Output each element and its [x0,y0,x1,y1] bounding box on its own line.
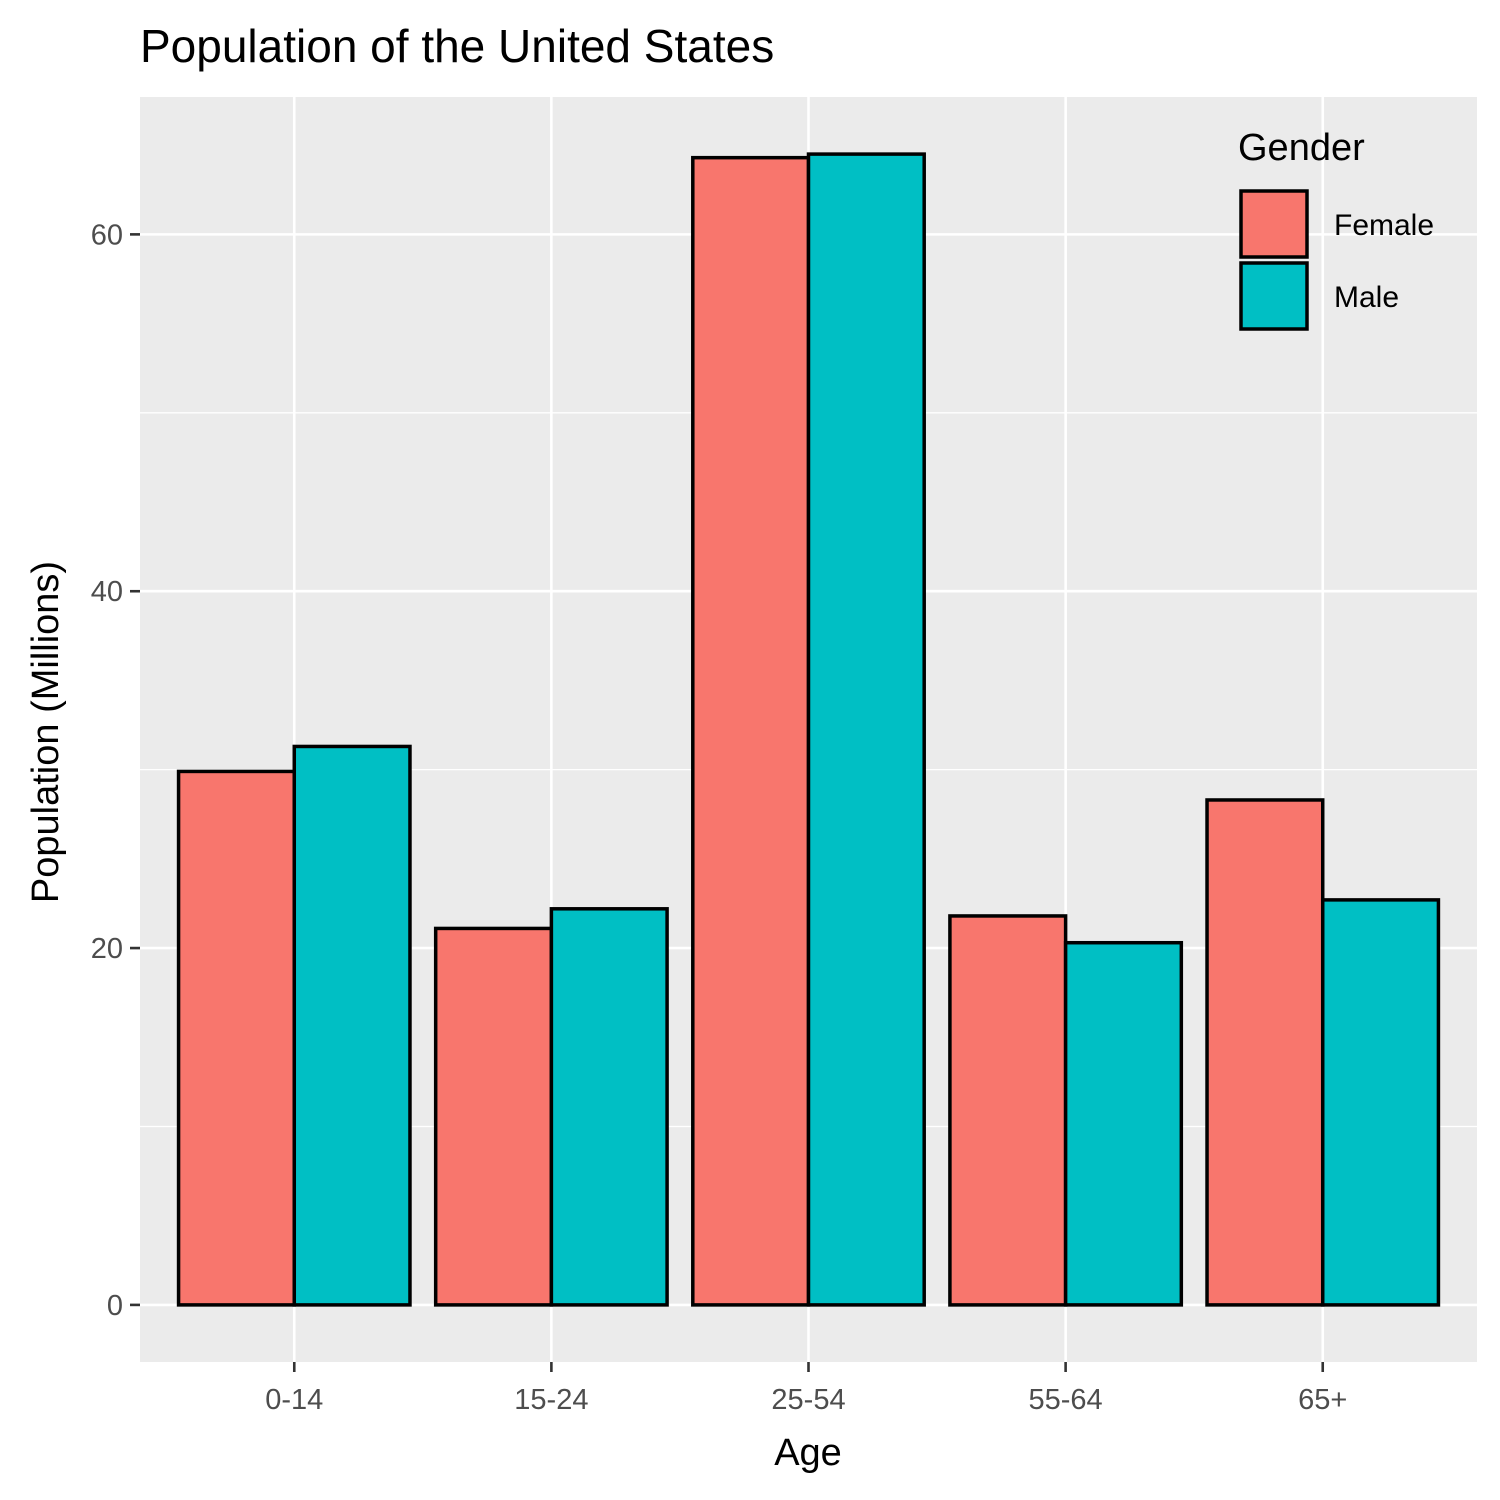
y-tick-label: 0 [107,1290,123,1322]
axes: 0 20 40 60 0-14 15-24 25-54 55-64 65+ [91,219,1348,1416]
x-tick-label: 65+ [1298,1384,1347,1416]
bar-male-0-14 [292,744,412,1307]
bars [176,152,1441,1307]
bar-female-65+ [1205,798,1325,1307]
bar-female-55-64 [948,914,1068,1307]
bar-male-55-64 [1063,940,1184,1307]
bar-male-25-54 [806,152,926,1307]
legend-label-female: Female [1334,209,1434,242]
chart-title: Population of the United States [140,20,774,72]
legend-label-male: Male [1334,281,1399,314]
x-tick-label: 0-14 [265,1384,323,1416]
y-axis-title: Population (Millions) [25,561,67,903]
legend-key-male [1239,261,1309,331]
bar-female-25-54 [691,155,811,1307]
legend: Gender Female Male [1238,127,1434,331]
bar-male-15-24 [549,907,669,1307]
x-tick-label: 55-64 [1029,1384,1103,1416]
y-tick-label: 20 [91,933,123,965]
x-tick-label: 15-24 [514,1384,588,1416]
x-axis-title: Age [774,1432,842,1474]
x-tick-label: 25-54 [771,1384,845,1416]
bar-male-65+ [1320,898,1441,1307]
y-tick-label: 40 [91,576,123,608]
y-tick-label: 60 [91,219,123,251]
bar-female-15-24 [433,926,554,1307]
legend-key-female [1239,189,1309,259]
bar-female-0-14 [176,769,297,1307]
legend-title: Gender [1238,127,1365,169]
